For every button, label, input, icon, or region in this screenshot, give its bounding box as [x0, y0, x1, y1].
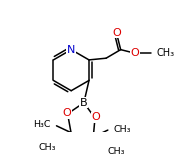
Text: O: O — [113, 28, 122, 38]
Text: B: B — [80, 98, 88, 108]
Text: CH₃: CH₃ — [108, 147, 125, 154]
Text: CH₃: CH₃ — [39, 143, 56, 152]
Text: O: O — [91, 112, 100, 122]
Text: O: O — [131, 48, 140, 58]
Text: CH₃: CH₃ — [114, 125, 131, 134]
Text: CH₃: CH₃ — [157, 48, 175, 58]
Text: N: N — [67, 45, 75, 55]
Text: H₃C: H₃C — [33, 120, 51, 130]
Text: O: O — [62, 108, 71, 118]
